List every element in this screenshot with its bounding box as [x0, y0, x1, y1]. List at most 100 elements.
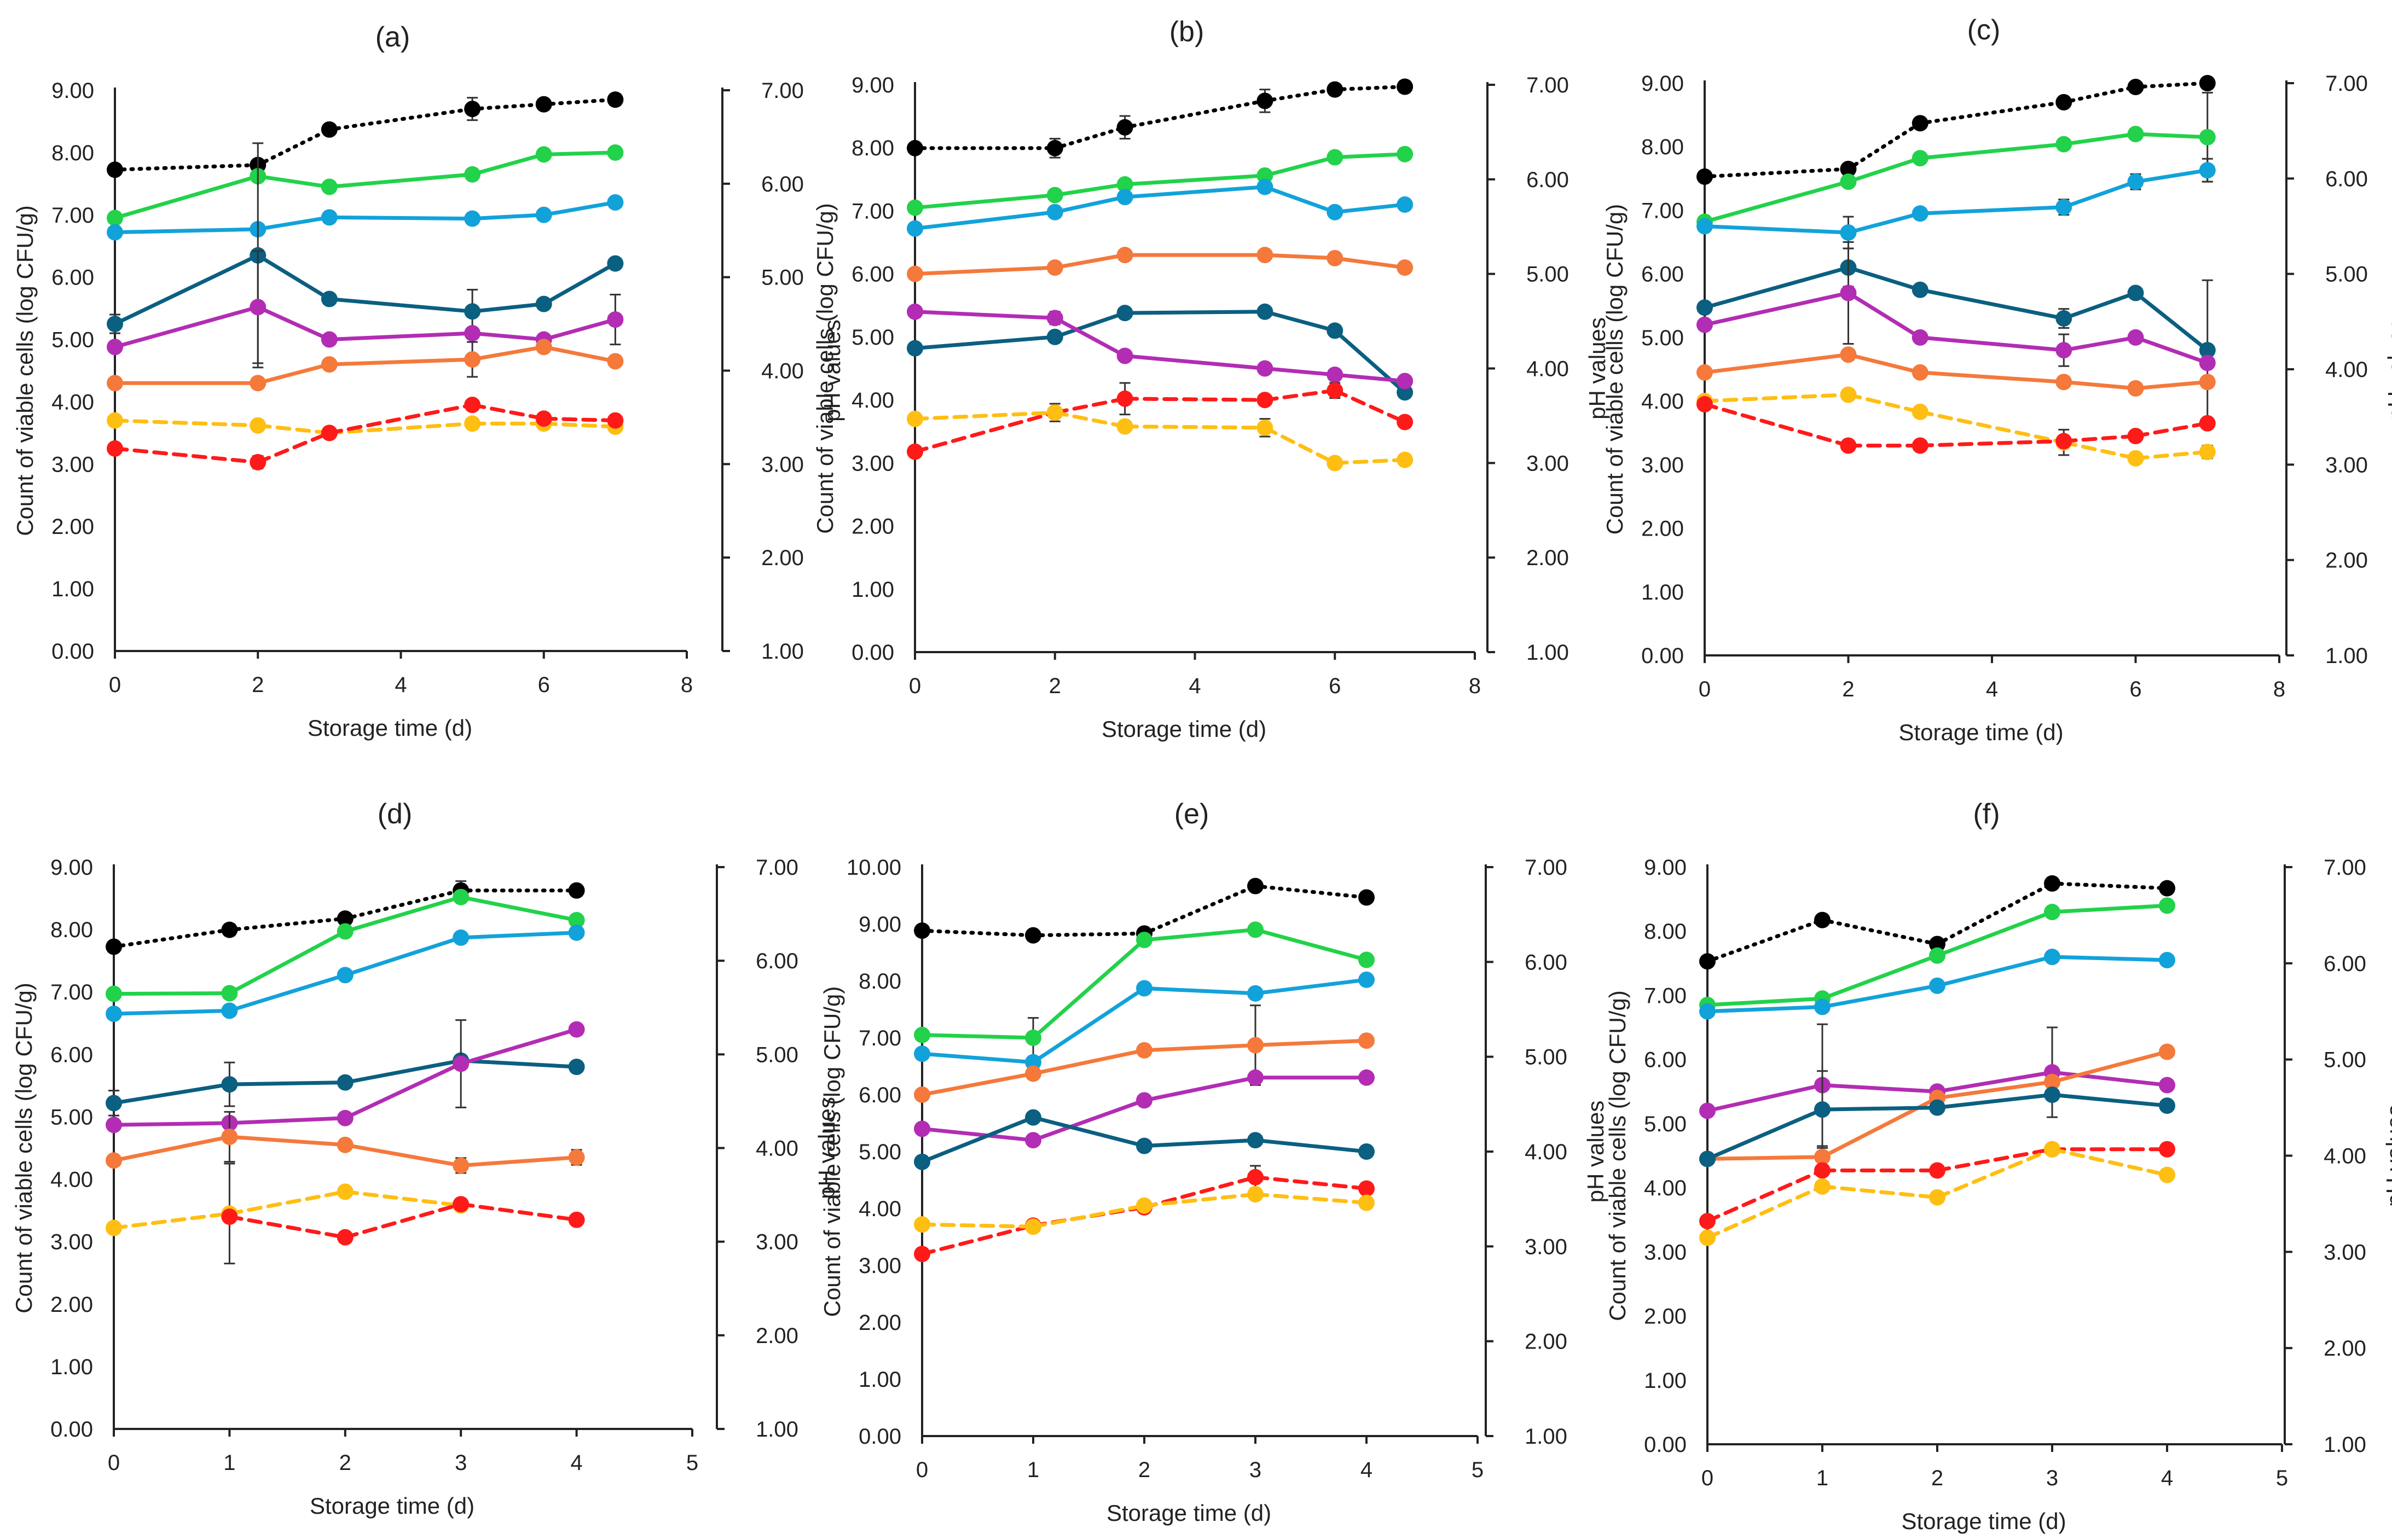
series-line-segment	[1705, 1083, 1825, 1113]
y2-tick-label: 1.00	[761, 640, 804, 664]
series-green	[106, 888, 585, 1002]
series-line-segment	[343, 895, 463, 934]
series-red	[914, 1165, 1375, 1263]
series-line-segment	[920, 1072, 1035, 1097]
series-line-segment	[112, 991, 231, 996]
series-line-segment	[2050, 1092, 2169, 1108]
series-line-segment	[1705, 1005, 1825, 1014]
y2-tick-label: 2.00	[1526, 546, 1569, 570]
data-point	[907, 265, 923, 282]
series-line-segment	[2134, 132, 2210, 140]
data-point	[914, 1216, 930, 1233]
data-point	[221, 1128, 238, 1145]
series-line-segment	[2134, 421, 2210, 438]
data-point	[1814, 1162, 1831, 1179]
data-point	[221, 1002, 238, 1019]
y-axis-label: Count of viable cells (log CFU/g)	[1602, 204, 1628, 535]
data-point	[1840, 437, 1857, 454]
series-line-segment	[542, 421, 617, 429]
data-point	[1116, 119, 1133, 136]
y2-tick-label: 7.00	[2324, 856, 2366, 880]
y-tick-label: 6.00	[852, 263, 894, 287]
data-point	[1247, 985, 1264, 1002]
y-tick-label: 8.00	[852, 136, 894, 160]
series-line-segment	[1031, 1204, 1146, 1229]
data-point	[1327, 322, 1343, 339]
series-line-segment	[113, 446, 260, 464]
series-line-segment	[113, 163, 260, 172]
x-tick-label: 4	[2161, 1466, 2173, 1490]
y-tick-label: 4.00	[852, 388, 894, 412]
series-line-segment	[1031, 931, 1146, 938]
series-teal	[106, 1052, 585, 1117]
x-tick-label: 5	[2276, 1466, 2288, 1490]
data-point	[2055, 199, 2072, 216]
series-line-segment	[1702, 167, 1850, 179]
data-point	[1327, 249, 1343, 266]
y2-tick-label: 7.00	[1526, 73, 1569, 97]
data-point	[107, 224, 123, 241]
data-point	[2199, 75, 2216, 91]
data-point	[1247, 921, 1264, 938]
data-point	[535, 410, 552, 427]
x-tick-label: 3	[1249, 1458, 1261, 1482]
data-point	[907, 410, 923, 427]
data-point	[2199, 374, 2216, 391]
series-line-segment	[343, 1061, 463, 1120]
data-point	[1840, 173, 1857, 190]
series-orange	[1696, 346, 2216, 397]
data-point	[2044, 949, 2060, 966]
x-tick-label: 1	[223, 1451, 235, 1475]
y2-tick-label: 3.00	[2324, 1240, 2366, 1264]
series-line-segment	[1846, 156, 1922, 184]
y-axis-label: Count of viable cells (log CFU/g)	[812, 203, 838, 534]
series-line-segment	[459, 931, 579, 940]
data-point	[337, 967, 354, 984]
data-point	[1699, 1150, 1716, 1167]
series-line-segment	[2134, 380, 2210, 391]
data-point	[1397, 146, 1414, 162]
series-line-segment	[1333, 152, 1407, 160]
y-tick-label: 0.00	[1644, 1433, 1687, 1457]
chart-panel: (f) 0.00 1.00 2.00 3.00 4.00 5.00 6.00 7.00 8.00 9…	[1605, 798, 2392, 1534]
x-axis-label: Storage time (d)	[1901, 1508, 2066, 1534]
data-point	[321, 209, 338, 226]
series-line-segment	[113, 305, 260, 349]
series-line-segment	[227, 1116, 347, 1125]
y2-axis-label: pH values	[2382, 1105, 2392, 1207]
data-point	[1696, 396, 1713, 412]
data-point	[1814, 1178, 1831, 1195]
data-point	[1116, 189, 1133, 206]
series-line-segment	[1935, 1147, 2054, 1200]
y-tick-label: 5.00	[1641, 326, 1684, 350]
data-point	[1136, 932, 1152, 949]
series-line-segment	[1123, 397, 1267, 402]
y2-tick-label: 1.00	[1526, 641, 1569, 665]
data-point	[337, 1183, 354, 1200]
series-line-segment	[2134, 168, 2210, 184]
y-tick-label: 0.00	[51, 640, 94, 664]
data-point	[106, 1219, 122, 1236]
y-tick-label: 7.00	[1641, 199, 1684, 223]
series-line-segment	[1053, 316, 1127, 358]
series-line-segment	[1053, 397, 1127, 415]
series-line-segment	[1053, 253, 1127, 270]
x-tick-label: 0	[916, 1458, 928, 1482]
data-point	[1699, 1213, 1716, 1230]
y-tick-label: 6.00	[50, 1043, 93, 1067]
data-point	[907, 443, 923, 460]
series-line-segment	[459, 1155, 579, 1167]
data-point	[1116, 247, 1133, 264]
y-tick-label: 9.00	[1644, 856, 1687, 880]
data-point	[2127, 173, 2144, 190]
series-line-segment	[1262, 426, 1337, 465]
data-point	[1046, 259, 1063, 276]
series-blue	[1696, 158, 2216, 249]
x-tick-label: 3	[2046, 1466, 2058, 1490]
y-tick-label: 6.00	[859, 1083, 901, 1107]
series-line-segment	[256, 431, 332, 464]
x-tick-label: 0	[1701, 1466, 1713, 1490]
series-line-segment	[1262, 253, 1337, 260]
series-line-segment	[327, 297, 474, 313]
series-line-segment	[1705, 1155, 1825, 1161]
